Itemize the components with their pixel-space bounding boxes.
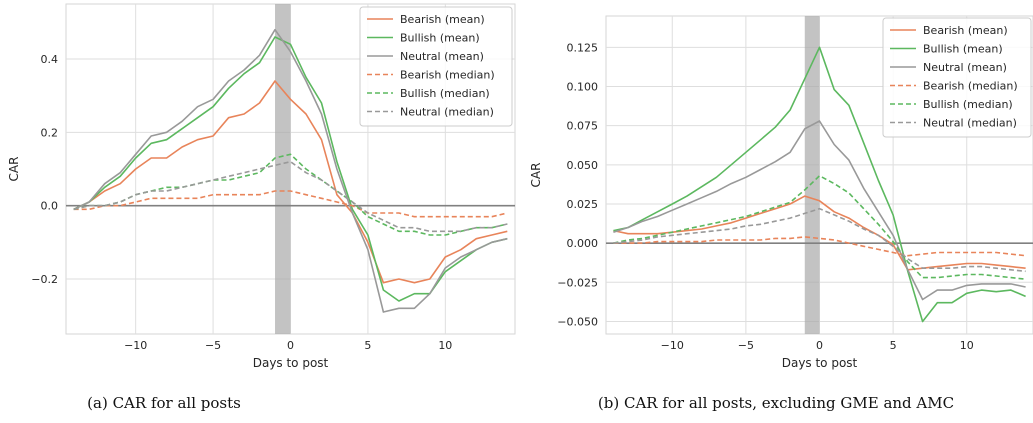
legend: Bearish (mean) Bullish (mean) Neutral (mea…	[883, 18, 1031, 137]
y-axis-label: CAR	[7, 157, 21, 182]
x-tick-label: −5	[738, 339, 754, 352]
y-tick-label: 0.0	[41, 200, 59, 213]
y-axis-label: CAR	[529, 163, 543, 188]
legend-entry: Neutral (median)	[923, 117, 1017, 130]
event-window-band	[275, 4, 290, 334]
x-tick-label: −5	[205, 339, 221, 352]
legend-entry: Bullish (mean)	[923, 43, 1003, 56]
legend-entry: Neutral (mean)	[400, 50, 484, 63]
legend-entry: Bearish (median)	[923, 80, 1018, 93]
x-axis-label: Days to post	[253, 356, 329, 370]
legend-entry: Bearish (mean)	[923, 24, 1008, 37]
chart-a: −10 −5 0 5 10 −0.2 0.0 0.2 0.4 Days to post CAR Bea…	[7, 4, 515, 370]
y-tick-label: −0.2	[31, 273, 58, 286]
x-tick-label: 10	[960, 339, 974, 352]
y-tick-label: 0.4	[41, 53, 59, 66]
chart-b: −10 −5 0 5 10 −0.050 −0.025 0.000 0.025 0.050 0.07…	[529, 16, 1033, 370]
x-tick-label: 5	[890, 339, 897, 352]
y-tick-label: 0.2	[41, 126, 59, 139]
legend-entry: Bullish (median)	[923, 98, 1013, 111]
y-tick-label: 0.050	[567, 159, 599, 172]
legend-entry: Neutral (median)	[400, 106, 494, 119]
legend-entry: Bearish (median)	[400, 69, 495, 82]
y-tick-label: 0.025	[567, 198, 599, 211]
y-tick-label: 0.125	[567, 41, 599, 54]
legend-entry: Neutral (mean)	[923, 61, 1007, 74]
x-tick-label: −10	[661, 339, 684, 352]
x-tick-label: −10	[124, 339, 147, 352]
legend-entry: Bearish (mean)	[400, 13, 485, 26]
x-tick-label: 5	[364, 339, 371, 352]
caption-b: (b) CAR for all posts, excluding GME and…	[598, 394, 954, 412]
y-tick-label: 0.100	[567, 80, 599, 93]
legend: Bearish (mean) Bullish (mean) Neutral (mea…	[360, 7, 512, 126]
legend-entry: Bullish (mean)	[400, 32, 480, 45]
caption-a: (a) CAR for all posts	[87, 394, 241, 412]
x-tick-label: 0	[816, 339, 823, 352]
x-tick-label: 0	[287, 339, 294, 352]
y-tick-label: 0.000	[567, 237, 599, 250]
x-axis-label: Days to post	[782, 356, 858, 370]
y-tick-label: −0.025	[557, 276, 598, 289]
y-tick-label: 0.075	[567, 120, 599, 133]
x-tick-label: 10	[438, 339, 452, 352]
y-tick-label: −0.050	[557, 315, 598, 328]
legend-entry: Bullish (median)	[400, 87, 490, 100]
